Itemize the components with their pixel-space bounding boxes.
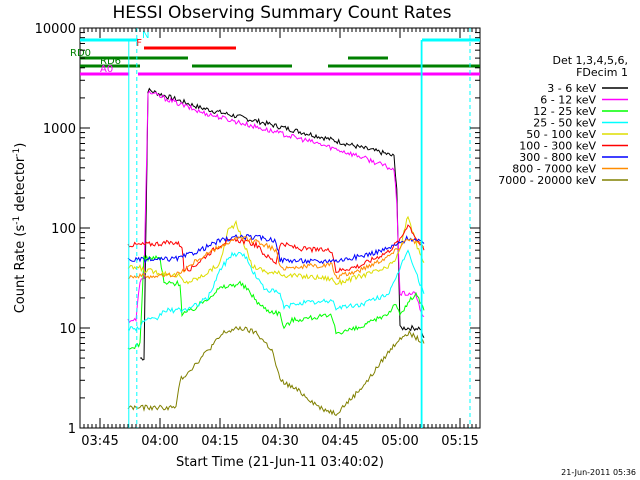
x-axis-ticks: 03:45 04:00 04:15 04:30 04:45 05:00 05:15 xyxy=(79,28,481,449)
plot-frame xyxy=(79,27,481,429)
y-tick-label: 100 xyxy=(51,222,76,237)
y-tick-label: 1 xyxy=(68,422,76,437)
x-tick-label: 04:15 xyxy=(201,434,238,449)
series-line-7000-20000-kev xyxy=(127,325,425,417)
series-line-100-300-kev xyxy=(127,224,425,274)
legend-header-line1: Det 1,3,4,5,6, xyxy=(552,54,628,67)
x-tick-label: 04:30 xyxy=(261,434,298,449)
legend-label-100-300-kev: 100 - 300 keV xyxy=(519,140,596,153)
legend-label-6-12-kev: 6 - 12 keV xyxy=(540,94,596,107)
legend-header-line2: FDecim 1 xyxy=(576,66,628,79)
series-line-12-25-kev xyxy=(127,254,425,350)
series-line-50-100-kev xyxy=(127,215,425,286)
x-tick-label: 04:45 xyxy=(321,434,358,449)
y-tick-label: 1000 xyxy=(43,122,76,137)
x-tick-label: 05:00 xyxy=(381,434,418,449)
x-tick-label: 04:00 xyxy=(141,434,178,449)
footer-timestamp: 21-Jun-2011 05:36 xyxy=(561,468,636,477)
legend-label-800-7000-kev: 800 - 7000 keV xyxy=(512,163,596,176)
y-axis-ticks: 1 10 100 1000 10000 xyxy=(35,22,480,437)
legend-label-50-100-kev: 50 - 100 keV xyxy=(526,128,596,141)
vertical-markers xyxy=(128,28,471,428)
x-tick-label: 05:15 xyxy=(441,434,478,449)
series-lines xyxy=(127,87,425,417)
legend-label-7000-20000-kev: 7000 - 20000 keV xyxy=(498,174,596,187)
legend-label-300-800-kev: 300 - 800 keV xyxy=(519,151,596,164)
series-line-25-50-kev xyxy=(127,249,425,332)
y-tick-label: 10000 xyxy=(35,22,76,37)
y-axis-label: Count Rate (s-1 detector-1) xyxy=(12,143,28,314)
chart-title: HESSI Observing Summary Count Rates xyxy=(112,3,451,23)
flag-label-rd0: RD0 xyxy=(70,48,91,59)
flag-label-a0: A0 xyxy=(100,64,113,75)
series-line-3-6-kev xyxy=(139,87,425,361)
flag-label-f: F xyxy=(136,38,142,49)
legend-label-12-25-kev: 12 - 25 keV xyxy=(533,105,596,118)
flag-label-n: N xyxy=(142,30,149,41)
x-axis-label: Start Time (21-Jun-11 03:40:02) xyxy=(176,455,384,470)
series-line-800-7000-kev xyxy=(127,235,425,280)
series-line-6-12-kev xyxy=(127,90,425,324)
flag-label-rd6: RD6 xyxy=(100,56,121,67)
series-line-300-800-kev xyxy=(127,234,425,265)
x-tick-label: 03:45 xyxy=(81,434,118,449)
legend-label-3-6-kev: 3 - 6 keV xyxy=(547,82,596,95)
legend-label-25-50-kev: 25 - 50 keV xyxy=(533,117,596,130)
y-tick-label: 10 xyxy=(59,322,76,337)
